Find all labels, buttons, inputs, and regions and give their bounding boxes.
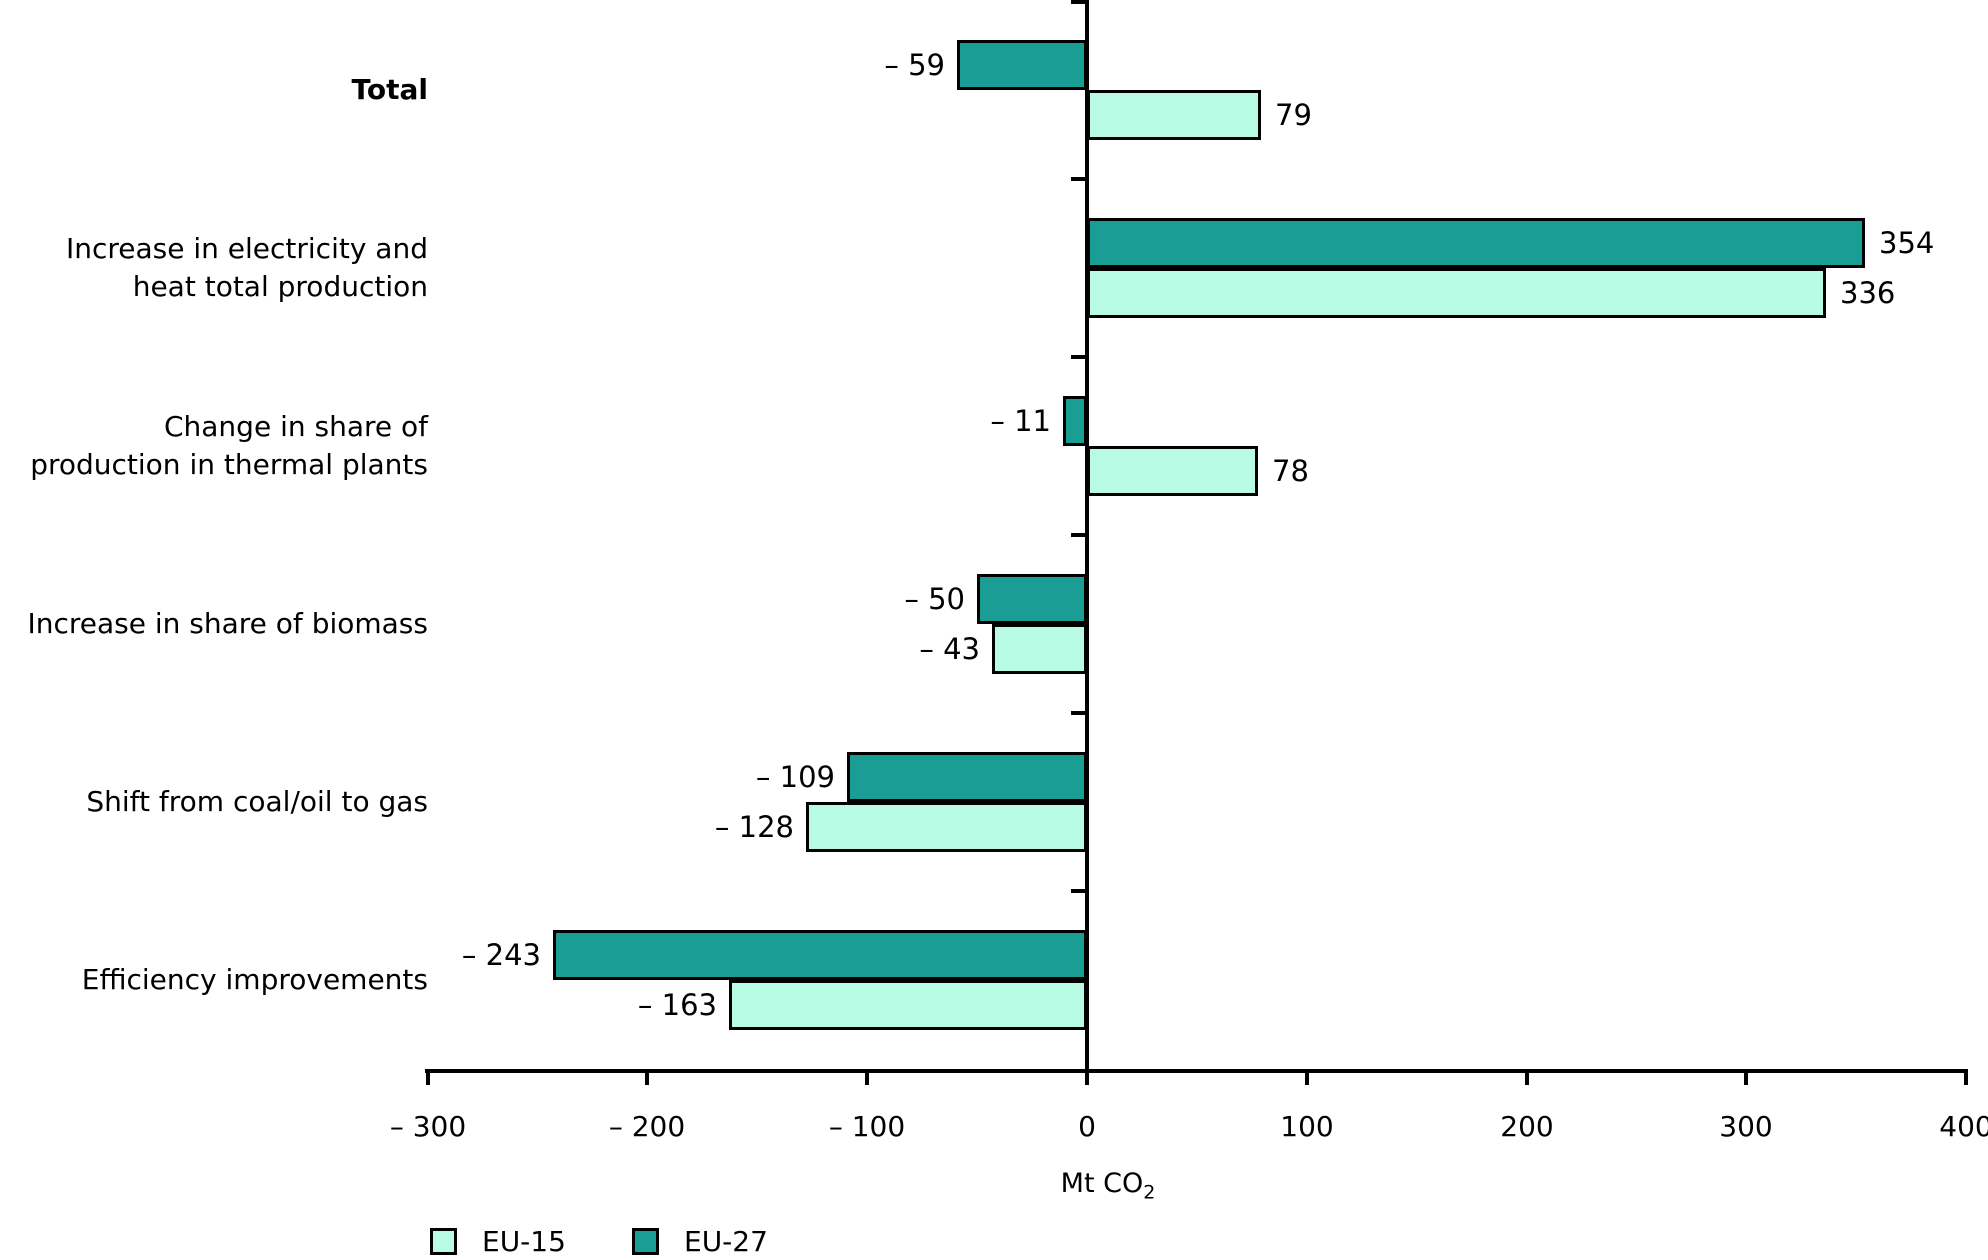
- group-tick: [1071, 0, 1085, 4]
- x-axis-title-text: Mt CO: [1060, 1168, 1144, 1199]
- x-tick: [426, 1073, 430, 1085]
- x-tick-label: 0: [1078, 1110, 1096, 1143]
- value-label: – 109: [755, 760, 835, 794]
- group-tick: [1071, 177, 1085, 181]
- value-label: 354: [1879, 226, 1935, 260]
- x-tick: [1085, 1073, 1089, 1085]
- group-tick: [1071, 711, 1085, 715]
- bar-eu-27: [847, 752, 1087, 802]
- value-label: – 243: [461, 938, 541, 972]
- value-label: – 11: [990, 404, 1051, 438]
- bar-eu-27: [957, 40, 1087, 90]
- group-tick: [1071, 889, 1085, 893]
- value-label: – 59: [884, 48, 945, 82]
- value-label: 336: [1840, 276, 1896, 310]
- group-tick: [1071, 355, 1085, 359]
- category-label: Increase in share of biomass: [27, 607, 428, 640]
- x-tick-label: – 300: [389, 1110, 467, 1143]
- value-label: – 163: [637, 988, 717, 1022]
- bar-eu-27: [553, 930, 1087, 980]
- category-label: Total: [351, 73, 429, 106]
- bar-eu-27: [1063, 396, 1087, 446]
- x-tick-label: 100: [1280, 1110, 1334, 1143]
- bar-eu-15: [992, 624, 1087, 674]
- value-label: – 128: [714, 810, 794, 844]
- legend-swatch-eu27: [632, 1228, 659, 1255]
- x-tick: [1525, 1073, 1529, 1085]
- value-label: 78: [1272, 454, 1309, 488]
- legend-swatch-eu15: [430, 1228, 457, 1255]
- x-tick: [1305, 1073, 1309, 1085]
- bar-eu-15: [729, 980, 1087, 1030]
- bar-eu-15: [1087, 446, 1258, 496]
- value-label: – 43: [919, 632, 980, 666]
- bar-eu-27: [1087, 218, 1865, 268]
- x-tick-label: 200: [1500, 1110, 1554, 1143]
- x-axis-title-subscript: 2: [1143, 1181, 1156, 1204]
- category-label: Increase in electricity and heat total p…: [65, 232, 428, 303]
- category-label: Shift from coal/oil to gas: [86, 785, 428, 818]
- x-tick-label: – 200: [608, 1110, 686, 1143]
- legend-label-eu15: EU-15: [482, 1225, 566, 1258]
- category-label: Efficiency improvements: [81, 963, 428, 996]
- x-axis-line: [425, 1069, 1968, 1073]
- legend-label-eu27: EU-27: [684, 1225, 768, 1258]
- x-tick: [865, 1073, 869, 1085]
- x-tick: [1964, 1073, 1968, 1085]
- x-tick: [645, 1073, 649, 1085]
- x-tick-label: – 100: [828, 1110, 906, 1143]
- x-axis-title: Mt CO2: [958, 1168, 1258, 1203]
- x-tick-label: 400: [1939, 1110, 1988, 1143]
- group-tick: [1071, 533, 1085, 537]
- bar-eu-15: [1087, 90, 1261, 140]
- category-label: Change in share of production in thermal…: [30, 410, 428, 481]
- bar-eu-15: [1087, 268, 1826, 318]
- bar-eu-27: [977, 574, 1087, 624]
- x-tick: [1744, 1073, 1748, 1085]
- value-label: 79: [1275, 98, 1312, 132]
- x-tick-label: 300: [1719, 1110, 1773, 1143]
- value-label: – 50: [904, 582, 965, 616]
- y-axis-line: [1085, 0, 1089, 1073]
- bar-eu-15: [806, 802, 1087, 852]
